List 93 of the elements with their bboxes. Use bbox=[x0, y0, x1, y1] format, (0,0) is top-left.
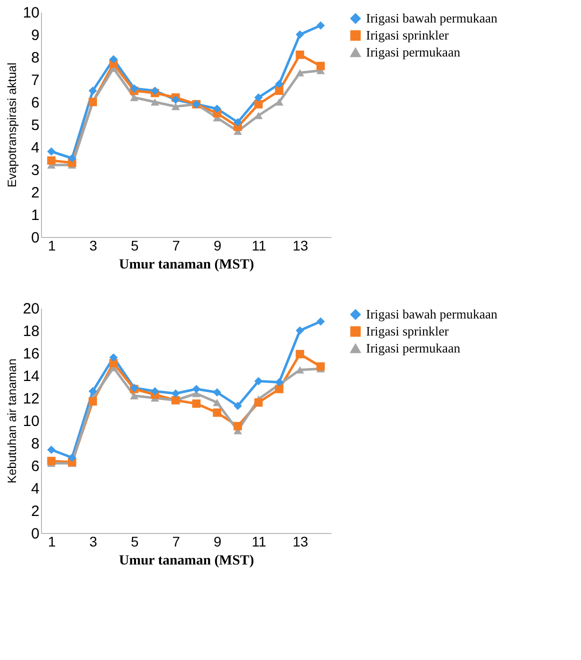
point bbox=[212, 104, 222, 113]
y-axis-title: Kebutuhan air tanaman bbox=[4, 358, 19, 484]
point bbox=[234, 118, 242, 126]
y-tick-label: 5 bbox=[31, 117, 40, 134]
y-tick-label: 18 bbox=[22, 323, 40, 340]
point bbox=[316, 317, 325, 326]
legend-label: Irigasi sprinkler bbox=[366, 28, 450, 42]
x-tick-label: 1 bbox=[48, 534, 56, 550]
x-axis-title: Umur tanaman (MST) bbox=[118, 554, 254, 568]
x-axis-title: Umur tanaman (MST) bbox=[118, 258, 254, 272]
y-tick-label: 4 bbox=[31, 140, 40, 156]
point bbox=[88, 387, 97, 396]
point bbox=[275, 80, 284, 88]
point bbox=[88, 397, 97, 406]
point bbox=[234, 422, 242, 430]
point bbox=[296, 350, 304, 358]
x-tick-label: 9 bbox=[214, 238, 222, 254]
y-tick-label: 0 bbox=[31, 230, 40, 246]
y-tick-label: 6 bbox=[31, 458, 40, 475]
x-tick-label: 3 bbox=[89, 238, 98, 254]
point bbox=[171, 389, 180, 398]
point bbox=[296, 30, 304, 39]
y-tick-label: 4 bbox=[31, 480, 40, 498]
x-tick-label: 11 bbox=[252, 238, 266, 254]
y-tick-label: 8 bbox=[31, 50, 40, 66]
x-tick-label: 13 bbox=[292, 534, 308, 550]
point bbox=[150, 86, 160, 95]
point bbox=[212, 408, 222, 417]
point bbox=[212, 398, 222, 406]
point bbox=[68, 453, 76, 462]
y-tick-label: 20 bbox=[22, 300, 40, 318]
point bbox=[296, 326, 304, 335]
point bbox=[47, 456, 56, 466]
y-tick-label: 14 bbox=[22, 368, 40, 385]
point bbox=[275, 86, 284, 95]
point bbox=[130, 94, 138, 102]
y-tick-label: 1 bbox=[31, 207, 40, 224]
legend-label: Irigasi permukaan bbox=[366, 44, 461, 60]
x-tick-label: 13 bbox=[292, 238, 308, 254]
point bbox=[47, 147, 56, 156]
y-tick-label: 10 bbox=[22, 4, 40, 22]
point bbox=[130, 392, 138, 400]
point bbox=[47, 156, 56, 165]
point bbox=[275, 378, 284, 386]
point bbox=[275, 384, 284, 394]
point bbox=[109, 55, 118, 64]
point bbox=[68, 154, 76, 162]
y-tick-label: 7 bbox=[31, 72, 40, 89]
point bbox=[275, 98, 284, 106]
y-tick-label: 9 bbox=[31, 27, 40, 44]
point bbox=[47, 446, 56, 454]
point bbox=[171, 102, 180, 110]
point bbox=[150, 387, 160, 396]
y-tick-label: 2 bbox=[31, 184, 40, 202]
x-tick-label: 5 bbox=[130, 534, 139, 550]
legend-label: Irigasi sprinkler bbox=[366, 324, 450, 338]
x-tick-label: 3 bbox=[89, 534, 98, 550]
point bbox=[254, 100, 263, 108]
point bbox=[316, 62, 325, 70]
legend-label: Irigasi permukaan bbox=[366, 340, 461, 356]
point bbox=[234, 402, 242, 410]
y-axis-title: Evapotranspirasi aktual bbox=[4, 62, 19, 188]
legend-label: Irigasi bawah permukaan bbox=[366, 10, 498, 26]
y-tick-label: 2 bbox=[31, 503, 40, 520]
point bbox=[130, 84, 138, 93]
legend-label: Irigasi bawah permukaan bbox=[366, 306, 498, 322]
point bbox=[254, 376, 263, 386]
point bbox=[296, 69, 304, 76]
x-tick-label: 7 bbox=[172, 534, 180, 550]
point bbox=[296, 50, 304, 59]
point bbox=[212, 388, 222, 397]
point bbox=[254, 398, 263, 407]
point bbox=[150, 98, 160, 106]
point bbox=[254, 93, 263, 102]
point bbox=[171, 96, 180, 104]
x-tick-label: 11 bbox=[252, 534, 266, 550]
y-tick-label: 16 bbox=[22, 346, 40, 362]
y-tick-label: 10 bbox=[22, 413, 40, 430]
x-tick-label: 5 bbox=[130, 238, 139, 254]
x-tick-label: 7 bbox=[172, 238, 180, 254]
x-tick-label: 9 bbox=[214, 534, 222, 550]
point bbox=[316, 362, 325, 371]
y-tick-label: 3 bbox=[31, 162, 40, 179]
y-tick-label: 8 bbox=[31, 436, 40, 452]
point bbox=[192, 399, 201, 408]
y-tick-label: 0 bbox=[31, 526, 40, 542]
y-tick-label: 12 bbox=[22, 390, 40, 408]
point bbox=[88, 86, 97, 95]
point bbox=[109, 353, 118, 362]
y-tick-label: 6 bbox=[31, 94, 40, 112]
point bbox=[192, 384, 201, 394]
x-tick-label: 1 bbox=[48, 238, 56, 254]
point bbox=[316, 21, 325, 30]
